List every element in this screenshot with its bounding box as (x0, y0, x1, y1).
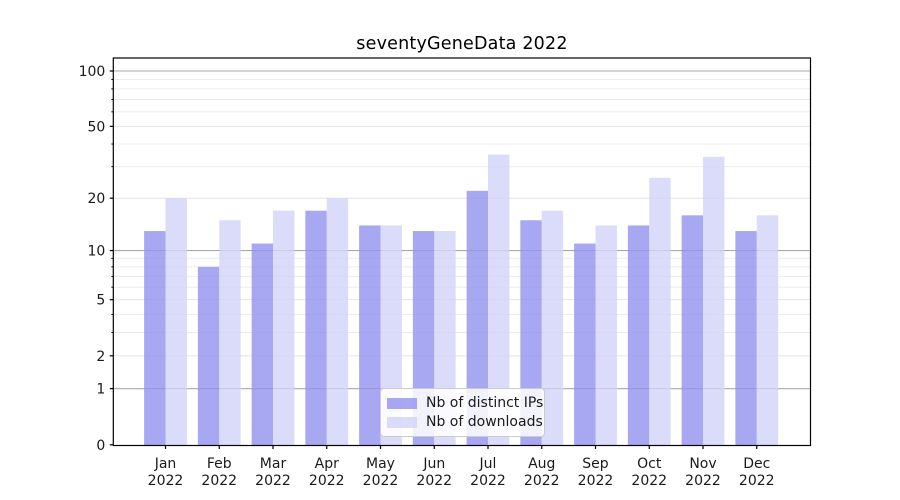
x-tick-label-sep: Sep 2022 (578, 456, 614, 489)
plot-border (112, 57, 812, 447)
bar-downloads-apr (326, 198, 349, 446)
x-tick-label-aug: Aug 2022 (524, 456, 560, 489)
legend: Nb of distinct IPs Nb of downloads (380, 388, 545, 437)
bar-ips-oct (627, 225, 650, 446)
y-tick-label-5: 5 (96, 293, 105, 309)
x-tick-label-jun: Jun 2022 (416, 456, 452, 489)
bar-downloads-jan (165, 198, 187, 446)
x-tick-label-mar: Mar 2022 (255, 456, 291, 489)
bar-downloads-mar (273, 210, 295, 446)
legend-label-distinct-ips: Nb of distinct IPs (426, 394, 544, 411)
y-tick-label-20: 20 (87, 191, 105, 207)
y-tick-label-0: 0 (96, 438, 105, 454)
bar-downloads-dec (756, 215, 779, 446)
chart-title: seventyGeneData 2022 (356, 34, 568, 54)
bar-downloads-oct (649, 177, 671, 446)
bar-ips-nov (681, 215, 703, 446)
bar-ips-dec (735, 231, 757, 446)
x-tick-label-jan: Jan 2022 (148, 456, 184, 489)
y-tick-label-50: 50 (87, 119, 105, 135)
x-tick-label-feb: Feb 2022 (201, 456, 237, 489)
y-tick-label-1: 1 (96, 382, 105, 398)
x-tick-label-nov: Nov 2022 (685, 456, 721, 489)
legend-swatch-distinct-ips-icon (387, 397, 417, 409)
x-tick-label-dec: Dec 2022 (739, 456, 775, 489)
bar-ips-jul (466, 190, 488, 446)
x-tick-label-oct: Oct 2022 (631, 456, 667, 489)
bar-ips-sep (574, 243, 596, 446)
bar-downloads-feb (219, 220, 241, 446)
bar-downloads-sep (595, 225, 617, 446)
bar-downloads-aug (541, 210, 564, 446)
bar-ips-may (359, 225, 381, 446)
legend-swatch-downloads-icon (387, 416, 417, 428)
bar-ips-jan (144, 231, 166, 446)
legend-label-downloads: Nb of downloads (426, 413, 543, 430)
x-tick-label-jul: Jul 2022 (470, 456, 506, 489)
bar-downloads-jul (488, 154, 510, 446)
bar-downloads-nov (703, 156, 725, 446)
x-tick-label-may: May 2022 (363, 456, 399, 489)
bar-ips-feb (197, 266, 220, 446)
y-tick-label-100: 100 (79, 64, 106, 80)
y-tick-label-10: 10 (87, 244, 105, 260)
y-tick-label-2: 2 (96, 349, 105, 365)
bar-ips-apr (305, 210, 327, 446)
bar-ips-mar (251, 243, 273, 446)
legend-item-downloads: Nb of downloads (387, 413, 544, 430)
legend-item-distinct-ips: Nb of distinct IPs (387, 394, 544, 411)
x-tick-label-apr: Apr 2022 (309, 456, 345, 489)
